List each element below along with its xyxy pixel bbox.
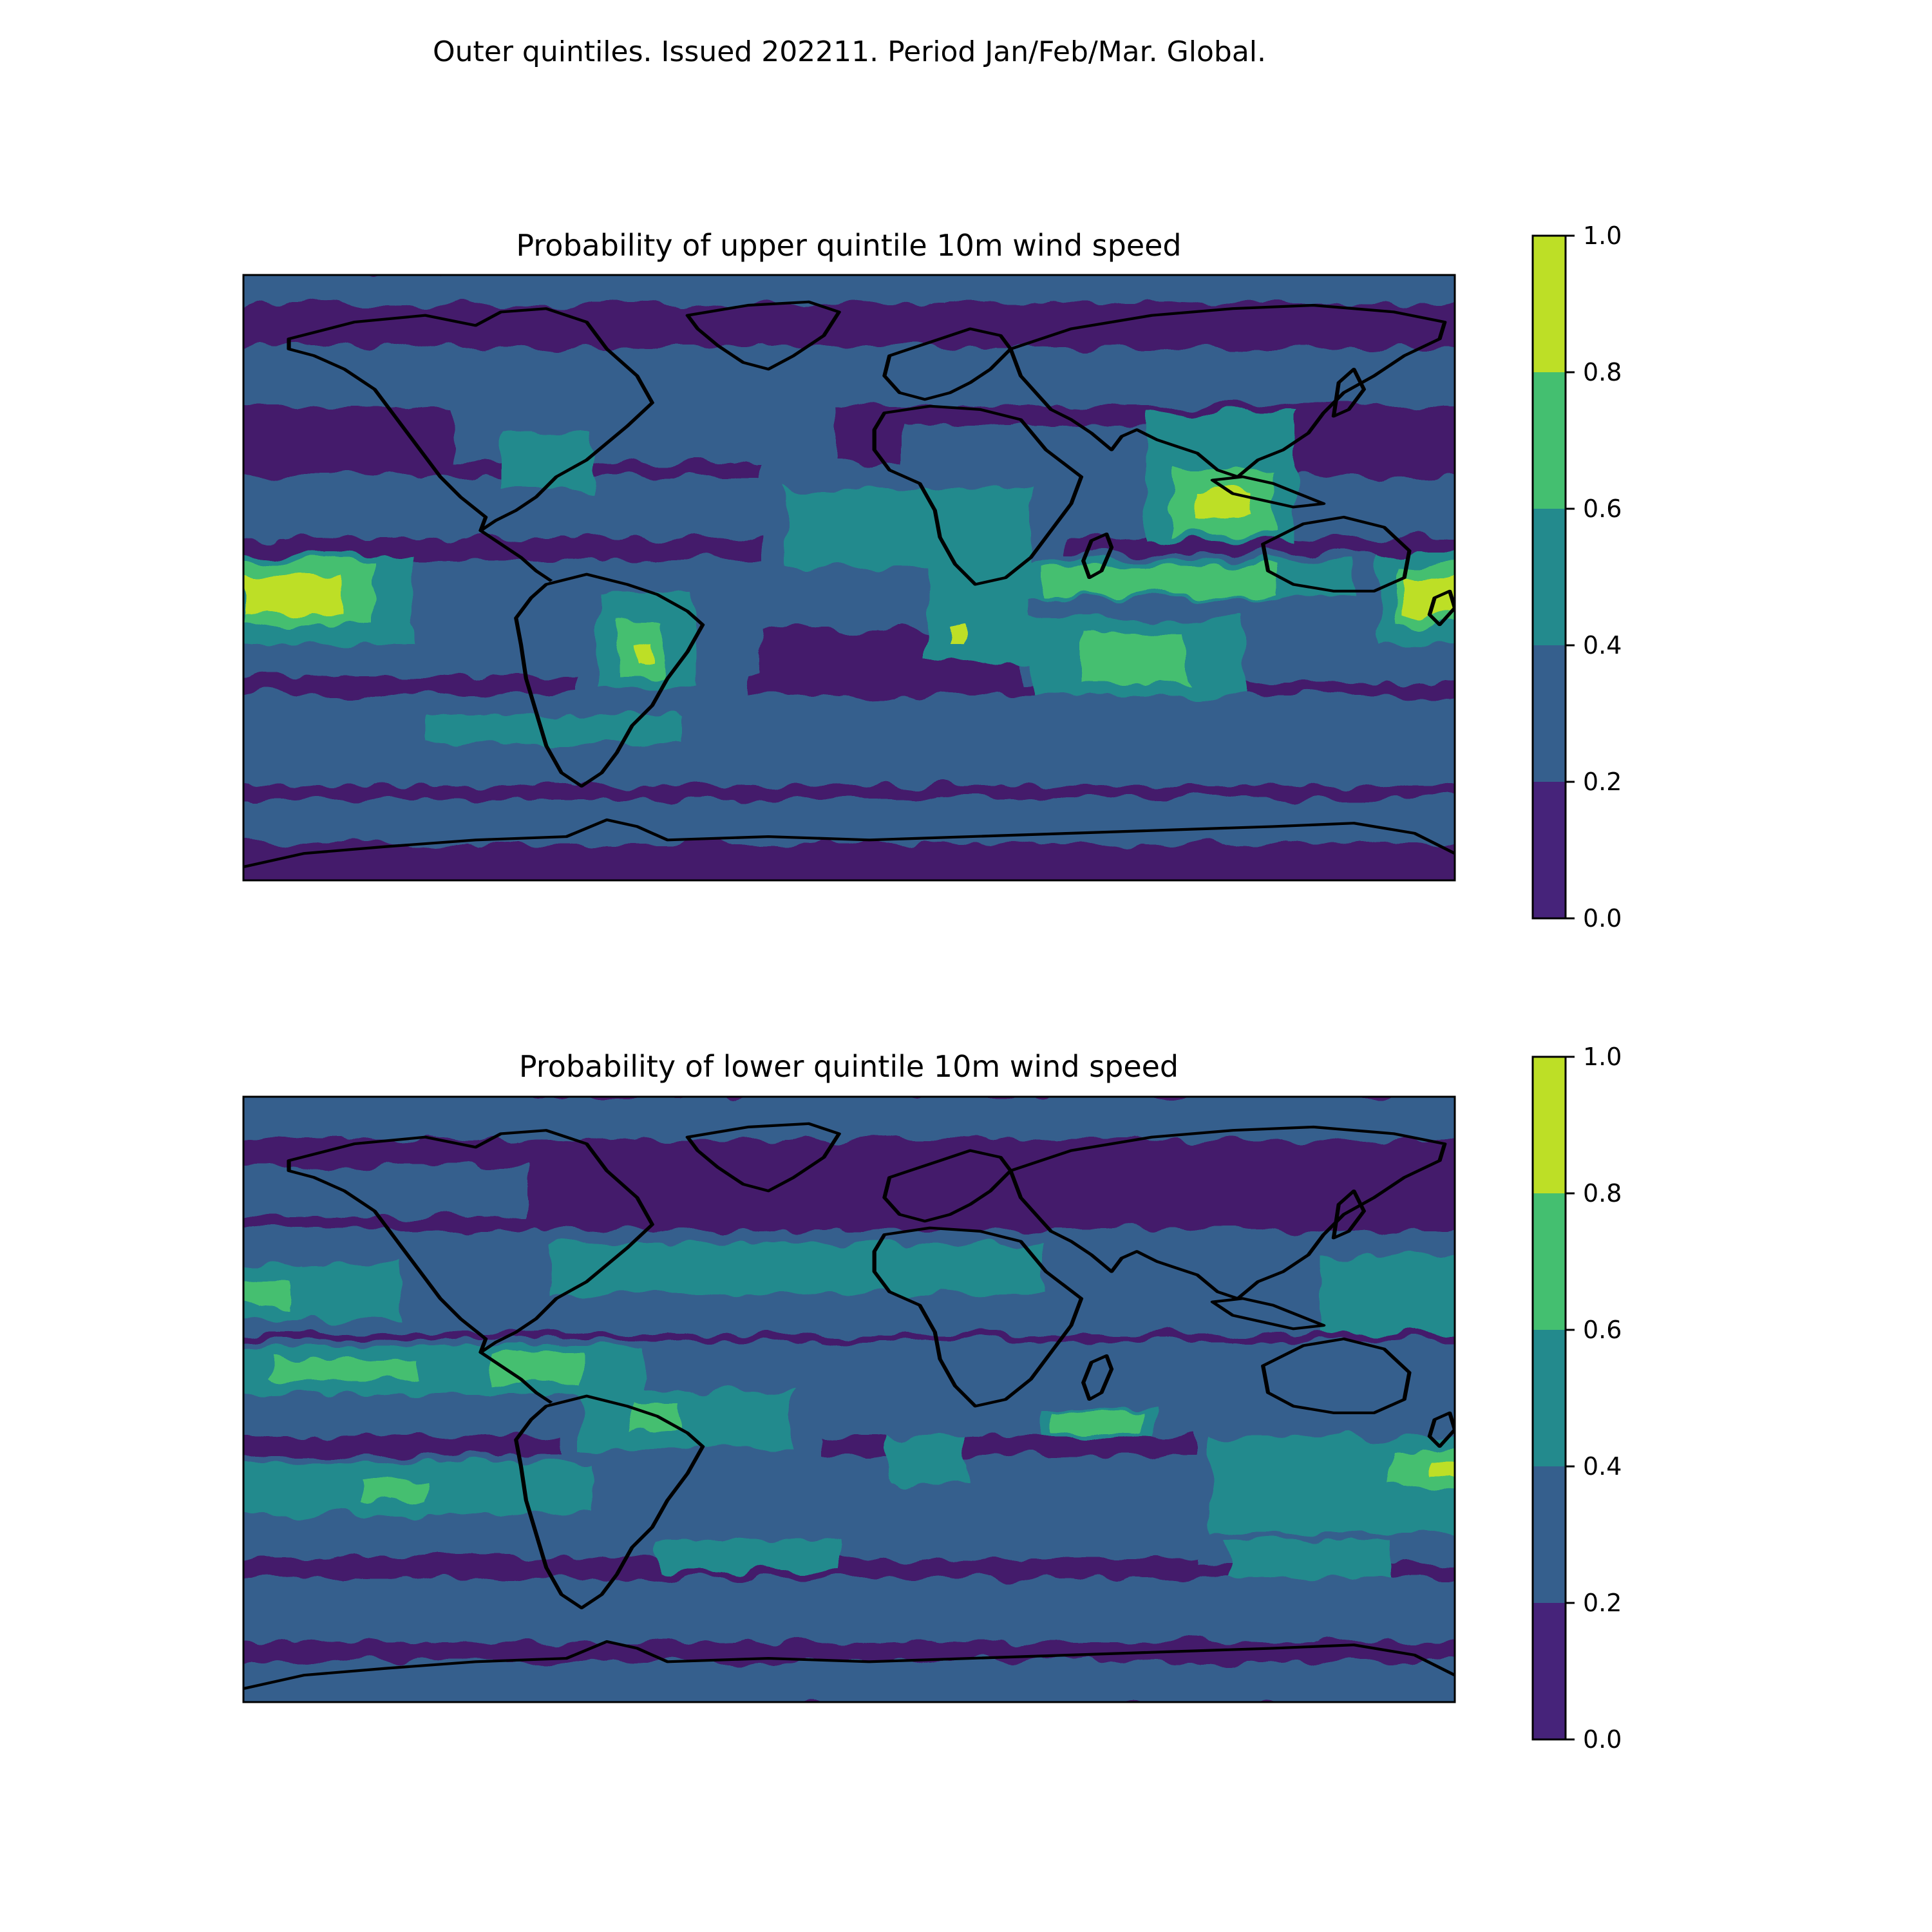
- lower-colorbar-tick-label: 0.2: [1583, 1589, 1622, 1617]
- upper-colorbar-tick-label: 0.6: [1583, 495, 1622, 523]
- field-patch: [1224, 1539, 1391, 1578]
- field-patch: [425, 715, 683, 744]
- upper-colorbar: 0.0 0.2 0.4 0.6 0.8 1.0: [1531, 222, 1622, 933]
- upper-colorbar-segment-0: [1533, 782, 1566, 918]
- lower-colorbar-tick-label: 0.0: [1583, 1725, 1622, 1754]
- upper-colorbar-segment-3: [1533, 372, 1566, 509]
- field-patch: [361, 1481, 425, 1501]
- field-patch: [243, 275, 1455, 304]
- lower-colorbar-tick-label: 0.6: [1583, 1316, 1622, 1344]
- upper-quintile-panel: Probability of upper quintile 10m wind s…: [242, 222, 1622, 933]
- lower-colorbar: 0.0 0.2 0.4 0.6 0.8 1.0: [1531, 1043, 1622, 1754]
- field-patch: [270, 1359, 419, 1381]
- field-patch: [243, 348, 1455, 406]
- field-patch: [1043, 567, 1275, 596]
- lower-colorbar-tick-label: 0.8: [1583, 1179, 1622, 1208]
- upper-colorbar-frame: [1531, 234, 1567, 920]
- field-patch: [1198, 489, 1249, 518]
- lower-colorbar-tick-label: 0.4: [1583, 1452, 1622, 1481]
- lower-map-frame: [242, 1095, 1456, 1703]
- upper-colorbar-tick-label: 0.4: [1583, 631, 1622, 659]
- field-patch: [1082, 631, 1185, 683]
- field-patch: [580, 1391, 792, 1449]
- upper-panel-title: Probability of upper quintile 10m wind s…: [516, 228, 1181, 263]
- field-patch: [950, 625, 964, 644]
- figure-title: Outer quintiles. Issued 202211. Period J…: [433, 35, 1266, 68]
- lower-colorbar-segment-3: [1533, 1193, 1566, 1330]
- upper-map-area: [243, 275, 1455, 880]
- lower-map-area: [243, 1097, 1455, 1702]
- field-patch: [502, 431, 592, 489]
- lower-colorbar-segment-2: [1533, 1330, 1566, 1466]
- field-patch: [243, 799, 1455, 844]
- lower-colorbar-segment-1: [1533, 1466, 1566, 1603]
- lower-panel-title: Probability of lower quintile 10m wind s…: [519, 1049, 1179, 1084]
- upper-colorbar-tick-label: 0.8: [1583, 358, 1622, 386]
- field-patch: [657, 1539, 837, 1571]
- field-patch: [554, 1243, 1043, 1294]
- lower-band-0.8-1.0: [1430, 1462, 1455, 1478]
- field-patch: [243, 1166, 528, 1217]
- field-patch: [243, 1578, 1455, 1642]
- lower-colorbar-tick-label: 1.0: [1583, 1043, 1622, 1071]
- upper-probability-fields: [243, 275, 1455, 844]
- upper-colorbar-tick-label: 0.2: [1583, 768, 1622, 796]
- lower-colorbar-segment-0: [1533, 1603, 1566, 1739]
- upper-colorbar-segment-1: [1533, 645, 1566, 782]
- field-patch: [243, 1282, 290, 1307]
- upper-colorbar-tick-label: 1.0: [1583, 222, 1622, 250]
- upper-colorbar-segment-4: [1533, 236, 1566, 372]
- field-patch: [245, 576, 341, 615]
- upper-colorbar-tick-label: 0.0: [1583, 904, 1622, 933]
- field-patch: [243, 1097, 1455, 1140]
- upper-map-frame: [242, 274, 1456, 882]
- field-patch: [634, 644, 649, 663]
- lower-colorbar-segment-4: [1533, 1057, 1566, 1193]
- lower-colorbar-frame: [1531, 1056, 1567, 1741]
- upper-colorbar-ticks: [1566, 234, 1575, 920]
- field-patch: [243, 696, 1455, 786]
- field-patch: [1320, 1256, 1455, 1333]
- lower-colorbar-ticks: [1566, 1056, 1575, 1741]
- field-patch: [243, 1662, 1455, 1702]
- field-patch: [1056, 1414, 1140, 1433]
- field-patch: [927, 567, 1030, 663]
- lower-probability-fields: [243, 1097, 1455, 1702]
- lower-quintile-panel: Probability of lower quintile 10m wind s…: [242, 1043, 1622, 1754]
- field-patch: [889, 1436, 966, 1488]
- upper-colorbar-segment-2: [1533, 509, 1566, 645]
- field-patch: [786, 489, 1030, 567]
- field-patch: [1430, 1462, 1455, 1478]
